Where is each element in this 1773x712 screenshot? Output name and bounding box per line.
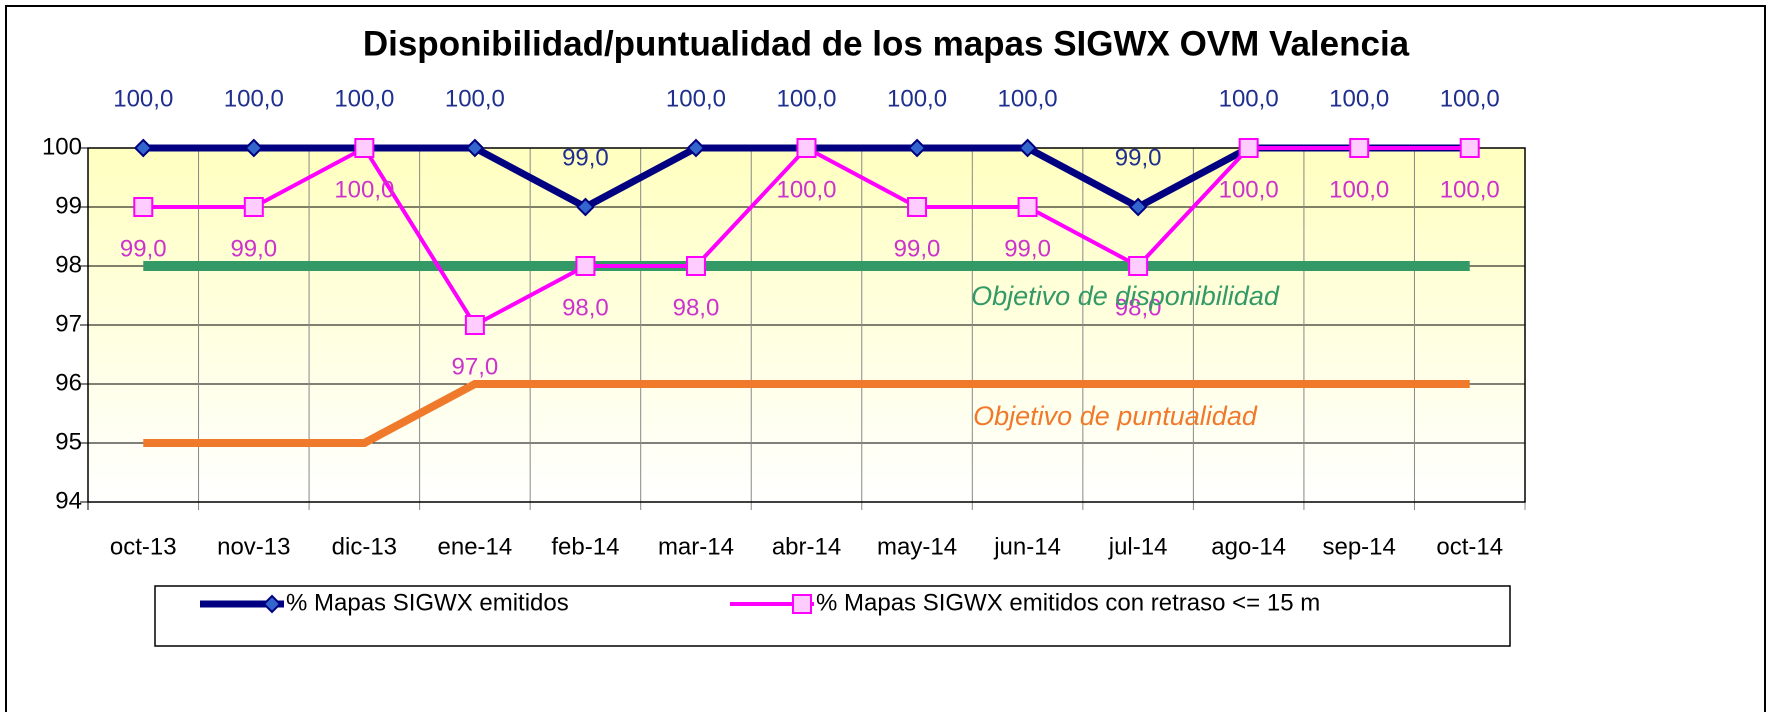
data-label: 100,0: [998, 85, 1058, 112]
x-tick-label: oct-13: [110, 533, 177, 560]
data-label: 100,0: [776, 176, 836, 203]
x-tick-label: jul-14: [1108, 533, 1168, 560]
x-tick-label: abr-14: [772, 533, 841, 560]
x-tick-label: sep-14: [1322, 533, 1395, 560]
point-marker: [243, 197, 264, 217]
data-label: 100,0: [334, 176, 394, 203]
data-label: 99,0: [120, 235, 167, 262]
y-tick-label: 97: [55, 310, 82, 337]
data-label: 100,0: [1329, 85, 1389, 112]
data-label: 100,0: [334, 85, 394, 112]
point-marker: [1128, 197, 1148, 217]
y-tick-label: 99: [55, 192, 82, 219]
legend-marker: [262, 594, 282, 614]
point-marker: [575, 256, 596, 276]
chart-title: Disponibilidad/puntualidad de los mapas …: [363, 24, 1410, 63]
data-label: 98,0: [1115, 294, 1162, 321]
data-label: 100,0: [224, 85, 284, 112]
x-tick-label: nov-13: [217, 533, 290, 560]
point-marker: [465, 138, 485, 158]
point-marker: [1018, 138, 1037, 158]
data-label: 99,0: [230, 235, 277, 262]
data-label: 100,0: [1440, 176, 1500, 203]
series-line: [143, 380, 1470, 447]
legend-marker: [792, 594, 812, 614]
data-label: 98,0: [562, 294, 609, 321]
x-tick-label: feb-14: [551, 533, 619, 560]
data-label: 99,0: [1115, 144, 1162, 171]
data-label: 100,0: [445, 85, 505, 112]
point-marker: [133, 138, 153, 158]
point-marker: [686, 138, 706, 158]
point-marker: [907, 197, 928, 217]
point-marker: [1459, 138, 1480, 158]
point-marker: [685, 256, 706, 276]
data-label: 100,0: [113, 85, 173, 112]
point-marker: [133, 197, 154, 217]
legend: [154, 585, 1511, 647]
data-label: 100,0: [1219, 176, 1279, 203]
point-marker: [576, 197, 595, 217]
point-marker: [354, 138, 375, 158]
data-label: 100,0: [666, 85, 726, 112]
data-label: 98,0: [673, 294, 720, 321]
point-marker: [1349, 138, 1370, 158]
annotation: Objetivo de disponibilidad: [971, 281, 1280, 311]
data-label: 100,0: [776, 85, 836, 112]
x-tick-label: dic-13: [332, 533, 397, 560]
data-label: 100,0: [1329, 176, 1389, 203]
x-tick-label: mar-14: [658, 533, 734, 560]
legend-label: % Mapas SIGWX emitidos: [286, 589, 569, 616]
data-label: 99,0: [894, 235, 941, 262]
data-label: 100,0: [1440, 85, 1500, 112]
x-tick-label: oct-14: [1436, 533, 1503, 560]
y-tick-label: 100: [42, 133, 82, 160]
point-marker: [464, 315, 485, 335]
point-marker: [244, 138, 264, 158]
data-label: 99,0: [562, 144, 609, 171]
point-marker: [1128, 256, 1149, 276]
legend-label: % Mapas SIGWX emitidos con retraso <= 15…: [816, 589, 1320, 616]
x-tick-label: may-14: [877, 533, 957, 560]
point-marker: [1238, 138, 1259, 158]
x-tick-label: ene-14: [438, 533, 513, 560]
point-marker: [907, 138, 927, 158]
data-label: 100,0: [1219, 85, 1279, 112]
y-tick-label: 95: [55, 428, 82, 455]
x-tick-label: jun-14: [993, 533, 1061, 560]
y-tick-label: 98: [55, 251, 82, 278]
data-label: 100,0: [887, 85, 947, 112]
y-tick-label: 94: [55, 487, 82, 514]
point-marker: [796, 138, 817, 158]
x-tick-label: ago-14: [1211, 533, 1286, 560]
y-tick-label: 96: [55, 369, 82, 396]
data-label: 97,0: [452, 353, 499, 380]
annotation: Objetivo de puntualidad: [973, 401, 1258, 431]
data-label: 99,0: [1004, 235, 1051, 262]
point-marker: [1017, 197, 1038, 217]
